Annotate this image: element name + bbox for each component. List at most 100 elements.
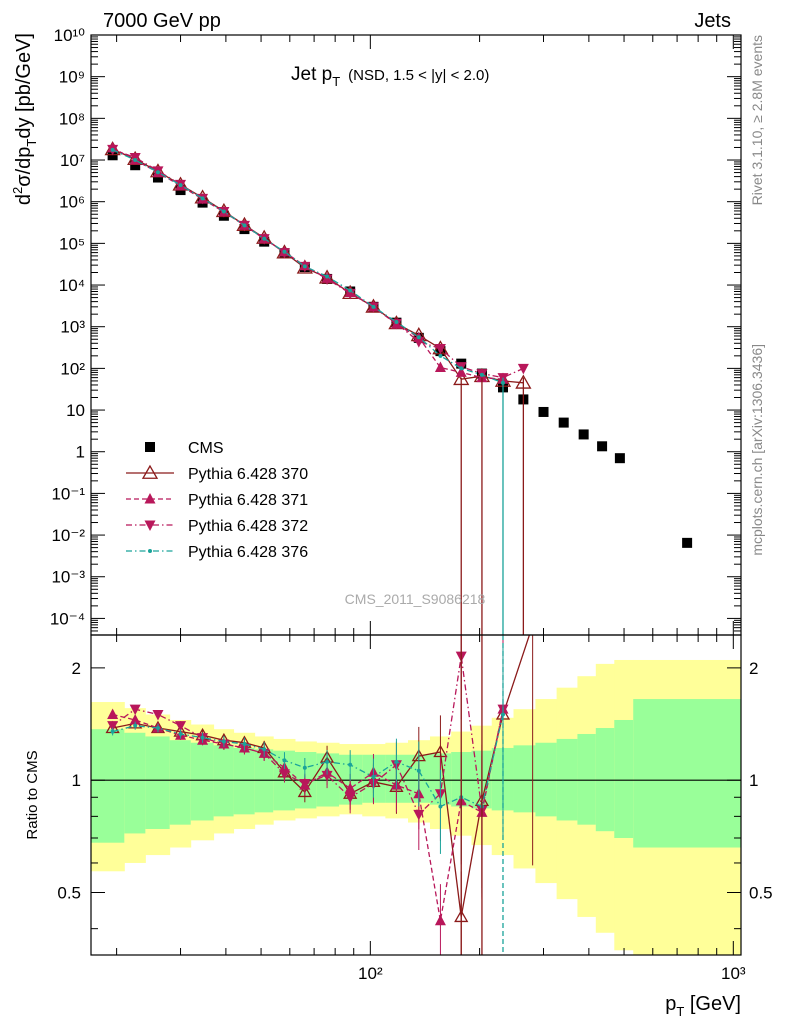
inner-band-bin: [233, 747, 256, 815]
plot-title-sub: T: [332, 74, 340, 89]
top-point-3-11: [344, 288, 356, 300]
xlabel-p: p: [665, 993, 676, 1015]
top-point-4-9: [302, 264, 307, 269]
ratio-series-layer: [105, 635, 534, 955]
xlabel-unit: [GeV]: [684, 993, 741, 1015]
ratio-point-3-11: [348, 762, 353, 767]
top-series-layer: [104, 141, 693, 635]
plot-title-main: Jet p: [291, 64, 332, 85]
ratio-point-3-14: [416, 768, 421, 773]
top-point-4-10: [325, 274, 330, 279]
top-point-4-5: [221, 209, 226, 214]
ratio-point-3-7: [262, 747, 267, 752]
top-point-4-4: [200, 196, 205, 201]
ylabel-part-d: d: [13, 194, 35, 205]
top-point-4-17: [479, 372, 484, 377]
inner-band-bin: [213, 745, 235, 817]
ratio-point-3-2: [155, 726, 160, 731]
ratio-point-3-10: [325, 759, 330, 764]
top-point-2-15: [434, 361, 446, 372]
top-point-4-8: [282, 249, 287, 254]
top-point-3-15: [434, 343, 446, 355]
top-point-0-23: [597, 441, 608, 452]
y-tick-label: 10¹⁰: [54, 26, 86, 45]
ratio-point-0-15: [433, 744, 448, 758]
top-y-axis-label: d2σ/dpTdy [pb/GeV]: [10, 33, 39, 205]
top-point-4-12: [371, 304, 376, 309]
x-tick-label: 10³: [721, 964, 746, 983]
legend-marker-0: [145, 442, 155, 452]
top-point-4-6: [242, 223, 247, 228]
top-point-4-3: [178, 183, 183, 188]
legend: CMS Pythia 6.428 370 Pythia 6.428 371 Pythi…: [126, 440, 308, 561]
ratio-plot: 0.5 0.5 1 1 2 2 10² 10³: [57, 634, 773, 983]
inner-band-bin: [169, 740, 192, 825]
plot-title: Jet pT (NSD, 1.5 < |y| < 2.0): [291, 64, 489, 89]
inner-band-bin: [190, 742, 215, 821]
legend-label-2: Pythia 6.428 371: [188, 492, 308, 509]
ratio-point-3-9: [302, 765, 307, 770]
top-point-0-25: [682, 537, 693, 548]
header-left: 7000 GeV pp: [103, 10, 221, 32]
ratio-point-2-0: [107, 721, 119, 732]
top-series-4: [110, 147, 505, 385]
legend-entry-3: Pythia 6.428 372: [126, 518, 308, 535]
ylabel-part-sub: T: [24, 139, 39, 147]
top-point-3-14: [413, 337, 425, 348]
top-point-3-19: [517, 363, 529, 375]
top-series-line-1: [112, 148, 524, 384]
ratio-point-1-0: [107, 708, 119, 719]
ratio-y-axis-label: Ratio to CMS: [24, 750, 41, 839]
ratio-point-2-10: [321, 770, 333, 782]
legend-label-3: Pythia 6.428 372: [188, 518, 308, 535]
top-point-4-1: [133, 158, 138, 163]
ratio-y-tick-label-left: 1: [72, 771, 81, 790]
top-point-4-13: [394, 319, 399, 324]
ylabel-part-rest: dy [pb/GeV]: [13, 33, 35, 139]
top-point-0-21: [558, 417, 569, 428]
ratio-point-3-1: [133, 723, 138, 728]
ratio-y-tick-label-right: 1: [749, 771, 758, 790]
ratio-y-tick-label-left: 0.5: [57, 884, 81, 903]
ratio-point-3-5: [221, 739, 226, 744]
top-point-0-20: [538, 406, 549, 417]
legend-marker-2: [144, 493, 156, 504]
mcplots-text: mcplots.cern.ch [arXiv:1306.3436]: [749, 344, 765, 556]
top-point-4-7: [262, 236, 267, 241]
legend-label-1: Pythia 6.428 370: [188, 466, 308, 483]
top-point-0-24: [614, 453, 625, 464]
y-tick-label: 10⁻²: [51, 526, 85, 545]
top-point-4-15: [438, 353, 443, 358]
ratio-point-3-18: [500, 712, 505, 717]
top-point-0-2: [152, 172, 163, 183]
inner-band-bin: [124, 732, 146, 834]
ratio-point-3-12: [371, 774, 376, 779]
y-tick-label: 10³: [60, 318, 85, 337]
legend-marker-3: [144, 520, 156, 531]
top-point-4-14: [416, 335, 421, 340]
y-tick-label: 10⁻⁴: [50, 609, 85, 628]
y-tick-label: 10⁻¹: [51, 484, 85, 503]
ylabel-part-sup: 2: [10, 187, 25, 194]
ratio-point-2-9: [299, 778, 311, 790]
ratio-point-3-6: [242, 742, 247, 747]
y-tick-label: 1: [76, 443, 85, 462]
inner-band-bin: [577, 733, 597, 825]
top-point-3-10: [321, 274, 333, 285]
ylabel-part-sigma: σ/dp: [13, 147, 35, 187]
ratio-y-tick-label-right: 2: [749, 659, 758, 678]
legend-entry-4: Pythia 6.428 376: [126, 544, 308, 561]
y-tick-label: 10⁸: [59, 109, 85, 128]
top-point-4-11: [348, 288, 353, 293]
inner-band-bin: [145, 736, 171, 829]
top-axes: 10⁻⁴ 10⁻³ 10⁻² 10⁻¹ 1 10 10² 10³ 10⁴ 10⁵ 10⁶ 10⁷ 10⁸…: [50, 26, 741, 636]
top-point-4-0: [110, 147, 115, 152]
ratio-bands: [91, 659, 741, 955]
ratio-point-1-15: [434, 914, 446, 926]
legend-label-0: CMS: [188, 440, 224, 457]
ratio-point-3-0: [110, 729, 115, 734]
legend-entry-0: CMS: [145, 440, 224, 457]
y-tick-label: 10⁶: [59, 193, 85, 212]
header-right: Jets: [694, 10, 731, 32]
